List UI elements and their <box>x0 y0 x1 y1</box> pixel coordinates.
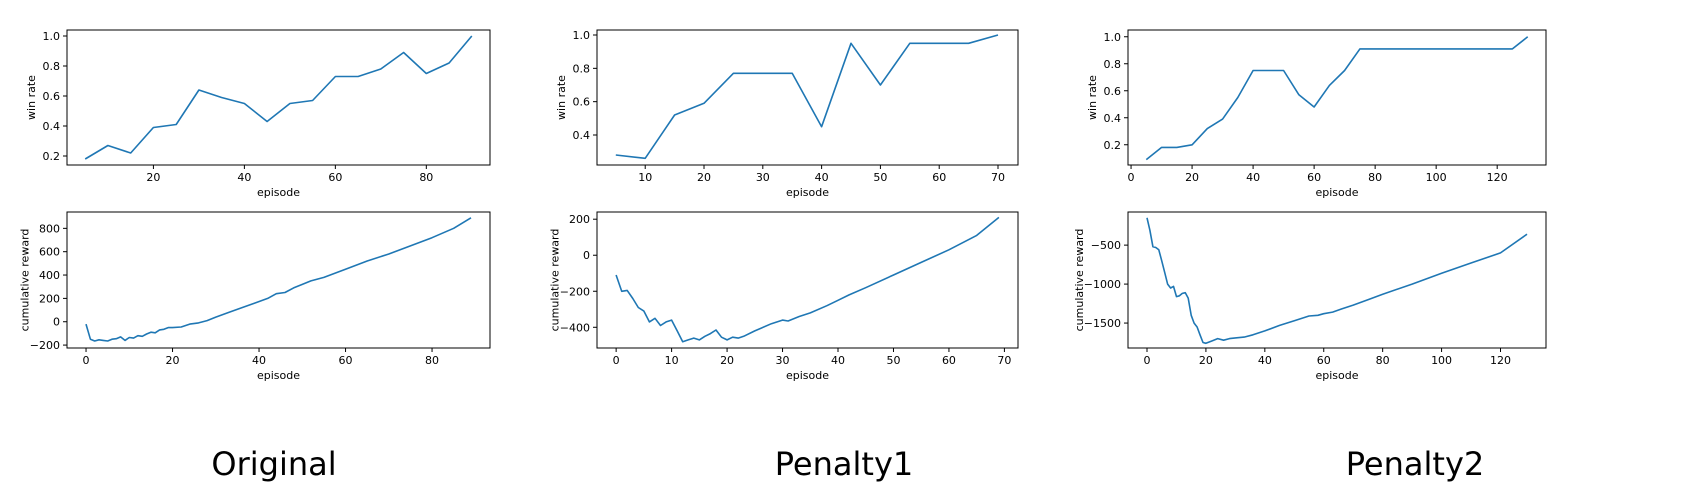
series-line <box>1145 36 1529 161</box>
x-tick-label: 0 <box>1128 171 1135 184</box>
y-tick-label: −1000 <box>1084 278 1121 291</box>
series-line <box>85 217 472 342</box>
x-tick-label: 40 <box>1258 354 1272 367</box>
x-tick-label: 20 <box>720 354 734 367</box>
x-axis-label: episode <box>1315 186 1358 199</box>
y-tick-label: 0 <box>53 316 60 329</box>
axes-frame <box>596 29 1019 166</box>
chart-original-bottom: 0 20 40 60 80 −200 0 200 400 600 800 episode cumulat… <box>19 211 491 382</box>
x-tick-label: 40 <box>252 354 266 367</box>
y-tick-label: 1.0 <box>43 30 61 43</box>
y-tick-label: 0.4 <box>1104 112 1122 125</box>
x-tick-label: 50 <box>886 354 900 367</box>
chart-penalty1-bottom: 0 10 20 30 40 50 60 70 −400 −200 0 200 episode cumula… <box>549 211 1019 382</box>
x-tick-label: 70 <box>997 354 1011 367</box>
x-tick-label: 40 <box>237 171 251 184</box>
y-tick-label: 0.6 <box>1104 85 1122 98</box>
axes-frame <box>66 211 491 349</box>
y-tick-label: 0.4 <box>43 120 61 133</box>
chart-penalty2-bottom: 0 20 40 60 80 100 120 −1500 −1000 −500 episode cumu… <box>1073 211 1547 382</box>
y-tick-label: 0.8 <box>43 60 61 73</box>
y-tick-label: 0 <box>583 249 590 262</box>
y-axis-label: cumulative reward <box>549 229 562 332</box>
x-tick-label: 60 <box>339 354 353 367</box>
x-tick-label: 60 <box>1317 354 1331 367</box>
chart-original-top: 20 40 60 80 0.2 0.4 0.6 0.8 1.0 episode win rate <box>25 29 491 199</box>
x-tick-label: 10 <box>665 354 679 367</box>
y-tick-label: −1500 <box>1084 317 1121 330</box>
y-tick-label: 0.2 <box>43 150 61 163</box>
series-line <box>1146 217 1528 345</box>
y-tick-label: 200 <box>39 292 60 305</box>
x-axis-label: episode <box>786 186 829 199</box>
x-tick-label: 60 <box>1307 171 1321 184</box>
x-tick-label: 0 <box>613 354 620 367</box>
y-tick-label: 1.0 <box>1104 31 1122 44</box>
y-tick-label: −500 <box>1091 239 1121 252</box>
axes-frame <box>66 29 491 166</box>
x-tick-label: 80 <box>425 354 439 367</box>
y-tick-label: 0.8 <box>573 62 591 75</box>
x-tick-label: 20 <box>1199 354 1213 367</box>
caption-original: Original <box>211 445 337 483</box>
y-tick-label: 800 <box>39 222 60 235</box>
x-tick-label: 60 <box>328 171 342 184</box>
series-line <box>615 216 1000 343</box>
y-tick-label: 200 <box>569 213 590 226</box>
x-tick-label: 80 <box>419 171 433 184</box>
x-tick-label: 50 <box>873 171 887 184</box>
x-tick-label: 20 <box>1185 171 1199 184</box>
x-tick-label: 70 <box>991 171 1005 184</box>
y-axis-label: cumulative reward <box>1073 229 1086 332</box>
chart-penalty1-top: 10 20 30 40 50 60 70 0.4 0.6 0.8 1.0 episode win rat… <box>555 29 1019 199</box>
y-axis-label: win rate <box>1086 75 1099 120</box>
axes-frame <box>1127 211 1547 349</box>
x-tick-label: 40 <box>831 354 845 367</box>
x-tick-label: 30 <box>756 171 770 184</box>
x-axis-label: episode <box>1315 369 1358 382</box>
axes-frame <box>596 211 1019 349</box>
caption-penalty2: Penalty2 <box>1345 445 1485 483</box>
x-tick-label: 120 <box>1490 354 1511 367</box>
x-tick-label: 120 <box>1487 171 1508 184</box>
y-tick-label: −200 <box>560 285 590 298</box>
y-tick-label: 0.4 <box>573 129 591 142</box>
y-axis-label: cumulative reward <box>19 229 32 332</box>
x-tick-label: 20 <box>697 171 711 184</box>
x-tick-label: 40 <box>815 171 829 184</box>
y-tick-label: 400 <box>39 269 60 282</box>
caption-penalty1: Penalty1 <box>774 445 914 483</box>
x-tick-label: 20 <box>146 171 160 184</box>
x-tick-label: 10 <box>638 171 652 184</box>
x-tick-label: 100 <box>1426 171 1447 184</box>
y-tick-label: −200 <box>30 339 60 352</box>
x-tick-label: 40 <box>1246 171 1260 184</box>
series-line <box>84 35 473 160</box>
y-tick-label: 600 <box>39 246 60 259</box>
y-axis-label: win rate <box>555 75 568 120</box>
y-tick-label: 1.0 <box>573 29 591 42</box>
x-tick-label: 0 <box>83 354 90 367</box>
series-line <box>615 34 999 160</box>
x-tick-label: 80 <box>1376 354 1390 367</box>
y-axis-label: win rate <box>25 75 38 120</box>
y-tick-label: 0.2 <box>1104 139 1122 152</box>
y-tick-label: −400 <box>560 321 590 334</box>
x-tick-label: 0 <box>1144 354 1151 367</box>
x-axis-label: episode <box>786 369 829 382</box>
x-tick-label: 20 <box>166 354 180 367</box>
y-tick-label: 0.8 <box>1104 58 1122 71</box>
y-tick-label: 0.6 <box>43 90 61 103</box>
x-tick-label: 60 <box>932 171 946 184</box>
axes-frame <box>1127 29 1547 166</box>
x-tick-label: 30 <box>776 354 790 367</box>
x-tick-label: 60 <box>942 354 956 367</box>
chart-penalty2-top: 0 20 40 60 80 100 120 0.2 0.4 0.6 0.8 1.0 episode win… <box>1086 29 1547 199</box>
x-tick-label: 100 <box>1431 354 1452 367</box>
x-tick-label: 80 <box>1368 171 1382 184</box>
x-axis-label: episode <box>257 369 300 382</box>
y-tick-label: 0.6 <box>573 96 591 109</box>
x-axis-label: episode <box>257 186 300 199</box>
